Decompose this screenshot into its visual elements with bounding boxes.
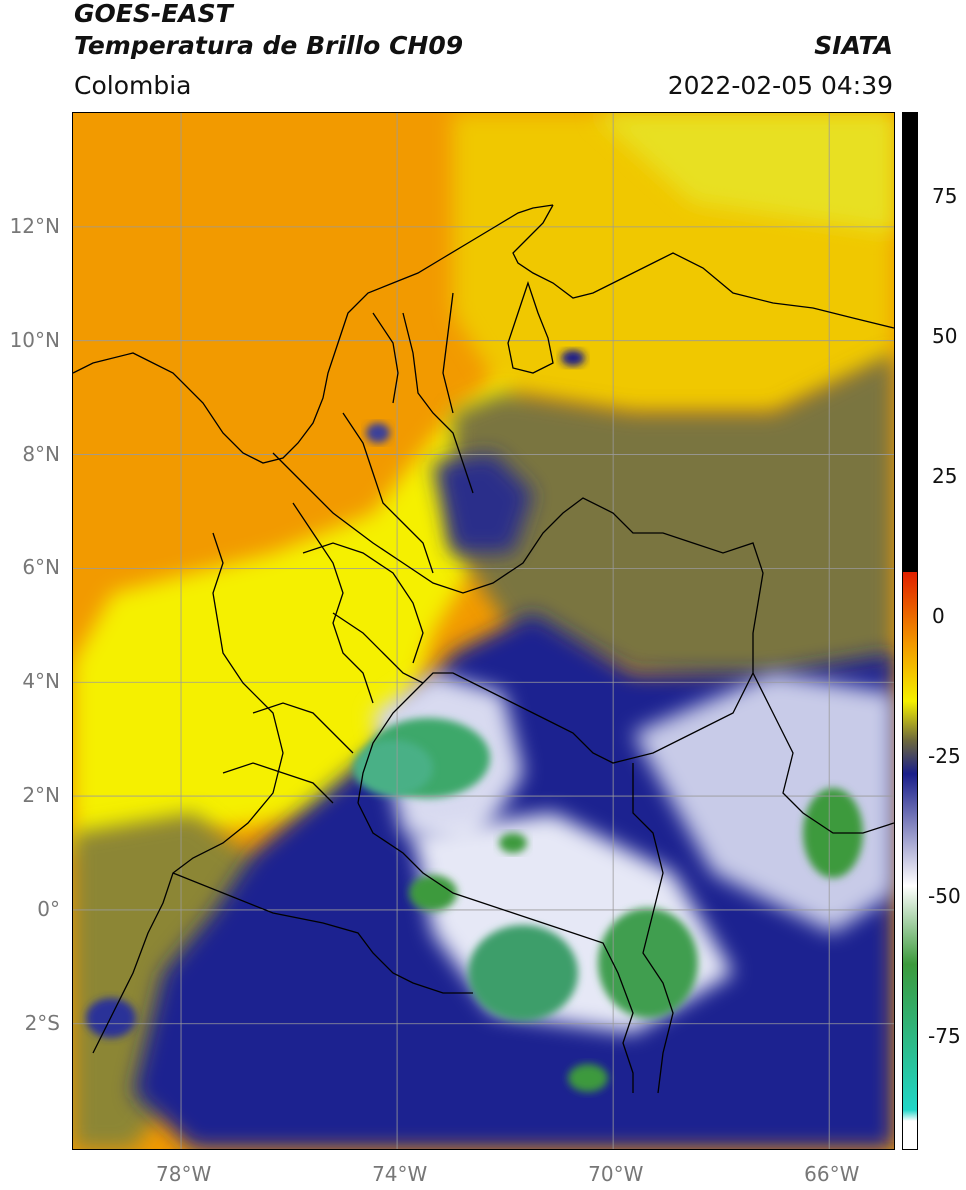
colorbar-tick-label: -25	[928, 744, 961, 768]
lon-tick-label: 78°W	[156, 1162, 212, 1186]
lat-tick-label: 8°N	[22, 441, 60, 466]
venezuela-brazil-border	[752, 672, 894, 834]
ecuador-border	[172, 872, 473, 994]
cold-spot-2	[366, 423, 390, 443]
dept-line-8	[372, 312, 399, 404]
convective-core-7	[499, 833, 527, 853]
lat-tick-label: 10°N	[9, 327, 60, 352]
colombia-venezuela-border	[272, 452, 764, 804]
dept-line-2	[342, 412, 434, 574]
colorbar-tick-label: -75	[928, 1024, 961, 1048]
convective-core-6	[568, 1064, 608, 1092]
convective-core-2	[468, 925, 578, 1021]
agency-label: SIATA	[814, 31, 893, 60]
lat-tick-label: 2°N	[22, 783, 60, 808]
dept-line-9	[442, 292, 454, 414]
colorbar-tick-label: 50	[932, 324, 958, 348]
brazil-border	[632, 763, 674, 1094]
colorbar	[902, 112, 918, 1150]
lat-tick-label: 12°N	[9, 213, 60, 238]
olive-region-east	[453, 353, 894, 693]
convective-core-3	[598, 908, 698, 1018]
timestamp-label: 2022-02-05 04:39	[667, 71, 893, 100]
dept-line-3	[402, 312, 474, 494]
product-title: Temperatura de Brillo CH09	[74, 31, 464, 60]
region-label: Colombia	[74, 71, 192, 100]
colorbar-tick-label: -50	[928, 884, 961, 908]
lat-tick-label: 0°	[37, 896, 60, 921]
yellow-band-top	[593, 113, 894, 233]
colorbar-tick-label: 0	[932, 604, 945, 628]
dept-line-4	[302, 542, 424, 664]
convective-core-1b	[353, 740, 433, 796]
brightness-temperature-field	[73, 113, 894, 1149]
colorbar-tick-label: 25	[932, 464, 958, 488]
lat-tick-label: 2°S	[24, 1010, 60, 1035]
cold-spot-1	[561, 350, 585, 366]
lat-tick-label: 6°N	[22, 555, 60, 580]
graticule	[73, 113, 894, 1149]
convective-core-4	[409, 875, 457, 911]
lat-tick-label: 4°N	[22, 669, 60, 694]
pacific-coast	[92, 532, 284, 1054]
lon-tick-label: 74°W	[372, 1162, 428, 1186]
yellow-band-center	[73, 373, 543, 853]
satellite-title: GOES-EAST	[74, 0, 233, 28]
dept-line-6	[252, 702, 354, 754]
cold-cloud-north	[433, 453, 533, 553]
caribbean-coast	[73, 204, 554, 464]
boundaries	[73, 204, 894, 1094]
lon-tick-label: 70°W	[588, 1162, 644, 1186]
satellite-map[interactable]	[72, 112, 895, 1150]
colombia-peru-border	[357, 802, 634, 1093]
dept-line-7	[222, 762, 334, 804]
dept-line-5	[332, 612, 424, 684]
dept-line-1	[292, 502, 374, 704]
colorbar-tick-label: 75	[932, 184, 958, 208]
venezuela-coast	[512, 204, 894, 329]
lon-tick-label: 66°W	[804, 1162, 860, 1186]
lake-maracaibo	[507, 280, 554, 374]
